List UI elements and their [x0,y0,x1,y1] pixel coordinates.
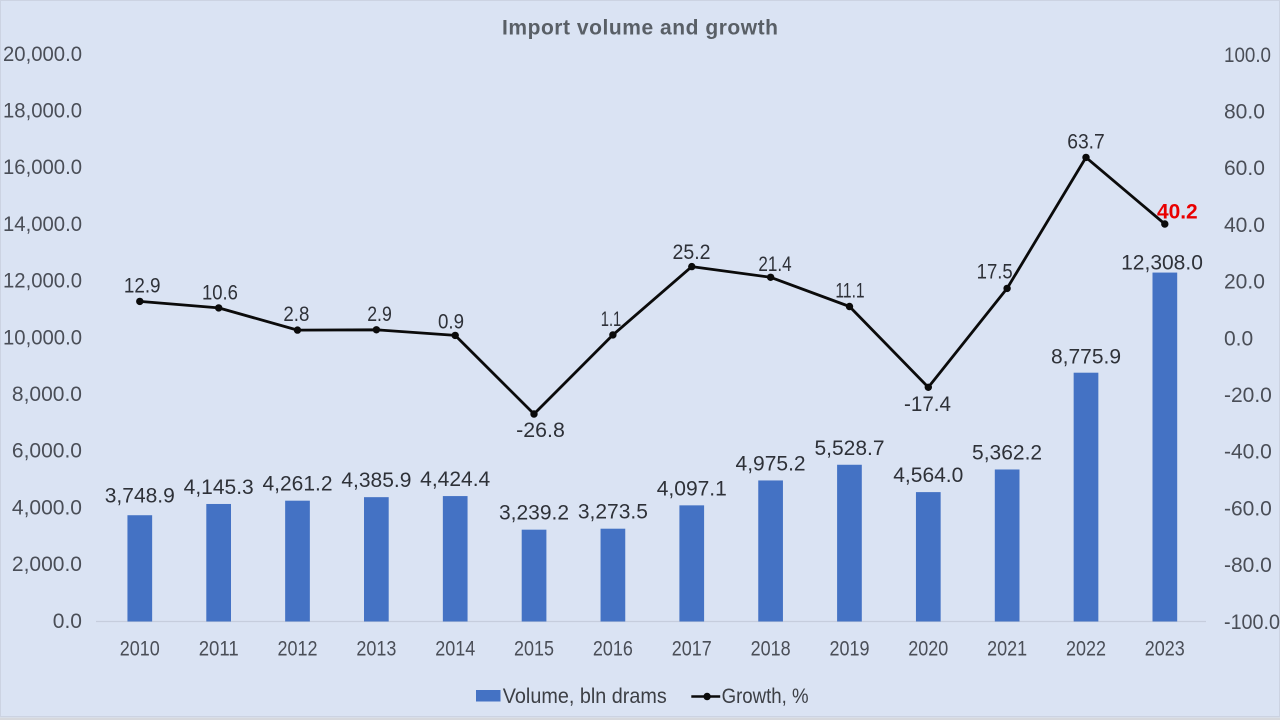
svg-text:12,000.0: 12,000.0 [3,270,82,293]
svg-text:2012: 2012 [278,637,318,660]
svg-text:2021: 2021 [987,637,1027,660]
svg-text:0.9: 0.9 [438,311,464,334]
svg-text:2010: 2010 [120,637,160,660]
svg-text:2022: 2022 [1066,637,1106,660]
svg-text:8,000.0: 8,000.0 [12,383,82,406]
svg-text:4,097.1: 4,097.1 [657,477,727,500]
svg-text:-100.0: -100.0 [1224,611,1280,634]
svg-text:10.6: 10.6 [202,282,238,305]
svg-text:20.0: 20.0 [1224,271,1265,294]
svg-text:2023: 2023 [1145,637,1185,660]
svg-text:4,145.3: 4,145.3 [184,476,254,499]
svg-text:5,362.2: 5,362.2 [972,442,1042,465]
svg-text:2018: 2018 [751,637,791,660]
svg-text:0.0: 0.0 [1224,327,1253,350]
svg-text:2013: 2013 [356,637,396,660]
svg-text:40.0: 40.0 [1224,214,1265,237]
svg-text:20,000.0: 20,000.0 [3,43,82,66]
svg-text:2017: 2017 [672,637,712,660]
svg-text:60.0: 60.0 [1224,157,1265,180]
svg-text:63.7: 63.7 [1067,130,1105,153]
svg-text:80.0: 80.0 [1224,101,1265,124]
svg-text:14,000.0: 14,000.0 [3,213,82,236]
svg-text:3,748.9: 3,748.9 [105,485,175,508]
svg-text:2011: 2011 [199,637,239,660]
svg-text:2019: 2019 [830,637,870,660]
svg-text:16,000.0: 16,000.0 [3,156,82,179]
svg-text:-40.0: -40.0 [1224,441,1272,464]
svg-text:8,775.9: 8,775.9 [1051,345,1121,368]
svg-text:12.9: 12.9 [124,274,161,297]
svg-text:3,273.5: 3,273.5 [578,501,648,524]
svg-text:5,528.7: 5,528.7 [814,437,884,460]
svg-text:2020: 2020 [908,637,948,660]
svg-text:4,424.4: 4,424.4 [420,468,490,491]
svg-text:Volume, bln drams: Volume, bln drams [503,685,667,708]
svg-text:2016: 2016 [593,637,633,660]
svg-text:25.2: 25.2 [673,241,711,264]
svg-text:4,385.9: 4,385.9 [341,469,411,492]
svg-text:-20.0: -20.0 [1224,384,1272,407]
svg-text:3,239.2: 3,239.2 [499,502,569,525]
svg-text:11.1: 11.1 [835,280,864,303]
svg-text:2014: 2014 [435,637,475,660]
svg-text:2,000.0: 2,000.0 [12,553,82,576]
svg-text:4,261.2: 4,261.2 [262,473,332,496]
svg-text:4,000.0: 4,000.0 [12,496,82,519]
svg-text:12,308.0: 12,308.0 [1121,251,1203,274]
svg-text:-17.4: -17.4 [904,393,951,416]
svg-text:4,564.0: 4,564.0 [893,464,963,487]
svg-text:2015: 2015 [514,637,554,660]
svg-text:2.8: 2.8 [283,303,309,326]
svg-text:-60.0: -60.0 [1224,497,1272,520]
svg-text:1.1: 1.1 [601,308,622,331]
svg-text:Import volume and growth: Import volume and growth [502,16,778,39]
svg-text:18,000.0: 18,000.0 [3,100,82,123]
svg-text:Growth, %: Growth, % [722,685,809,708]
svg-text:6,000.0: 6,000.0 [12,440,82,463]
svg-text:40.2: 40.2 [1157,200,1198,223]
svg-text:21.4: 21.4 [758,253,791,276]
svg-text:-26.8: -26.8 [516,419,565,442]
svg-text:100.0: 100.0 [1224,44,1271,67]
svg-text:4,975.2: 4,975.2 [736,453,806,476]
svg-text:17.5: 17.5 [977,261,1013,284]
svg-text:-80.0: -80.0 [1224,554,1272,577]
svg-text:10,000.0: 10,000.0 [3,326,82,349]
svg-text:0.0: 0.0 [53,610,82,633]
svg-text:2.9: 2.9 [367,303,392,326]
